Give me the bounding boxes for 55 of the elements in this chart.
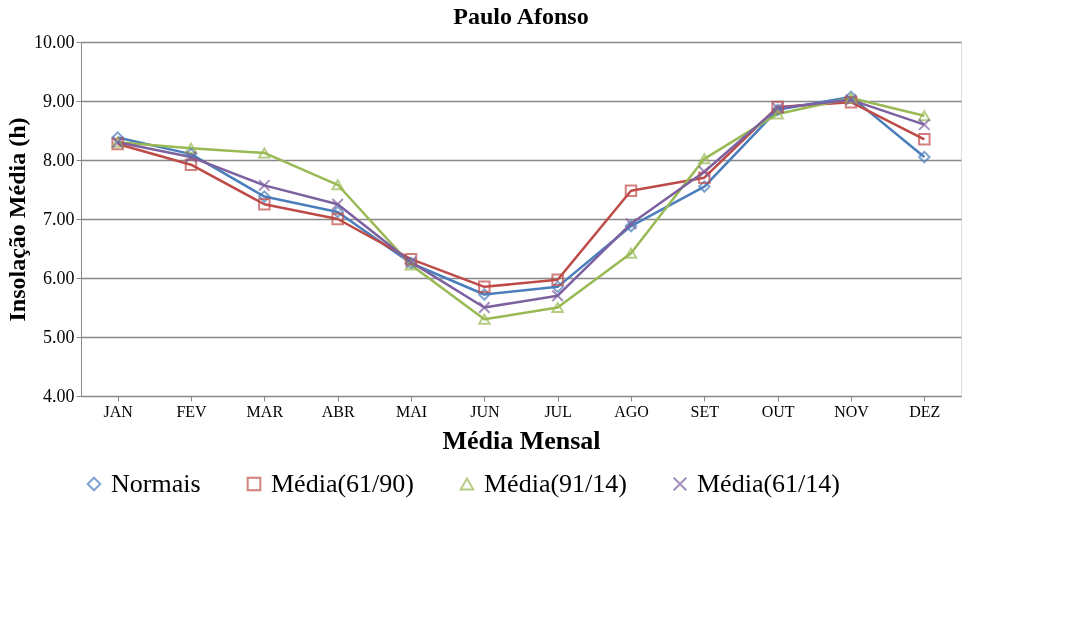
point (331, 198, 344, 211)
point (184, 142, 198, 154)
y-tick-label: 5.00 (43, 326, 75, 347)
x-axis-title: Média Mensal (442, 425, 601, 455)
point (624, 247, 638, 259)
y-axis-title: Insolação Média (h) (4, 117, 30, 322)
point (698, 180, 711, 193)
point (478, 313, 491, 325)
point (624, 184, 638, 197)
point (478, 301, 491, 314)
y-tick-label: 9.00 (43, 90, 75, 111)
x-tick-label: SET (690, 402, 720, 420)
y-tick-label: 6.00 (43, 267, 75, 288)
point (551, 280, 564, 294)
x-tick-label: NOV (834, 402, 870, 420)
chart-title: Paulo Afonso (453, 3, 589, 29)
y-tick-label: 7.00 (43, 208, 75, 229)
point (551, 289, 564, 302)
x-tick-label: JAN (103, 402, 134, 420)
point (918, 118, 931, 131)
point (551, 301, 564, 314)
legend-label: Média(61/90) (271, 469, 414, 498)
legend-label: Média(91/14) (484, 469, 627, 498)
point (184, 158, 198, 171)
point (258, 179, 271, 192)
x-tick-label: MAR (246, 402, 284, 420)
y-tick-label: 8.00 (43, 149, 75, 170)
x-tick-label: DEZ (909, 402, 941, 420)
point (331, 205, 344, 219)
point (258, 190, 271, 203)
point (771, 108, 784, 120)
point (258, 147, 271, 159)
legend-label: Média(61/14) (697, 469, 840, 498)
point (478, 288, 491, 301)
x-tick-label: JUL (544, 402, 572, 420)
y-tick-label: 4.00 (43, 385, 75, 406)
point (698, 153, 711, 165)
point (331, 179, 344, 191)
x-tick-label: JUN (470, 402, 500, 420)
point (331, 212, 344, 226)
point (918, 150, 931, 164)
point (698, 165, 711, 179)
point (698, 171, 711, 184)
x-tick-label: OUT (761, 402, 795, 420)
x-tick-label: FEV (176, 402, 208, 420)
point (551, 273, 564, 287)
legend-label: Normais (111, 469, 201, 498)
y-tick-label: 10.00 (34, 31, 75, 52)
x-tick-label: AGO (614, 402, 649, 420)
point (918, 110, 931, 122)
point (258, 198, 271, 211)
x-tick-label: ABR (321, 402, 355, 420)
x-tick-label: MAI (395, 402, 428, 420)
point (478, 280, 491, 294)
point (918, 133, 931, 146)
